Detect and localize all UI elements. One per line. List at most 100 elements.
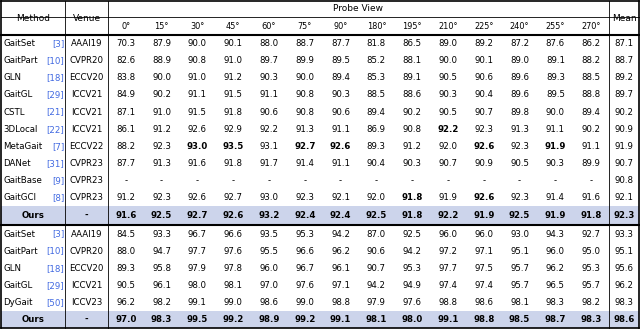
Text: 91.4: 91.4 [546,193,565,202]
Text: 90.7: 90.7 [438,159,458,168]
Text: 90.7: 90.7 [474,108,493,116]
Text: 92.3: 92.3 [613,211,635,220]
Text: 89.6: 89.6 [510,90,529,99]
Text: 91.3: 91.3 [510,125,529,134]
Text: 92.7: 92.7 [187,211,208,220]
Text: DyGait: DyGait [3,298,33,307]
Text: 90.1: 90.1 [474,56,493,65]
Text: 89.7: 89.7 [259,56,278,65]
Text: 87.7: 87.7 [116,159,135,168]
Text: 91.9: 91.9 [614,142,634,151]
Text: 90.8: 90.8 [403,125,422,134]
Text: 87.6: 87.6 [546,39,565,48]
Text: 45°: 45° [226,21,241,31]
Text: 91.1: 91.1 [582,142,601,151]
Text: 90.6: 90.6 [331,108,350,116]
Text: 91.0: 91.0 [152,108,171,116]
Text: Ours: Ours [22,211,45,220]
Text: 90.3: 90.3 [403,159,422,168]
Text: 98.2: 98.2 [152,298,171,307]
Text: 92.6: 92.6 [473,142,495,151]
Text: 255°: 255° [546,21,565,31]
Text: -: - [375,176,378,185]
Text: GaitSet: GaitSet [3,230,35,239]
Text: Mean: Mean [612,13,636,23]
Text: 92.6: 92.6 [188,193,207,202]
Text: 98.0: 98.0 [188,281,207,290]
Text: 97.7: 97.7 [188,247,207,256]
Text: 270°: 270° [582,21,601,31]
Text: 90.1: 90.1 [223,39,243,48]
Text: 89.3: 89.3 [546,73,565,82]
Text: 85.2: 85.2 [367,56,386,65]
Text: 95.1: 95.1 [510,247,529,256]
Text: 90.6: 90.6 [367,247,386,256]
Text: 30°: 30° [190,21,205,31]
Text: 96.7: 96.7 [295,264,314,273]
Text: 97.4: 97.4 [438,281,458,290]
Text: 90.0: 90.0 [188,39,207,48]
Text: 97.6: 97.6 [295,281,314,290]
Text: 60°: 60° [262,21,276,31]
Text: [21]: [21] [46,108,64,116]
Text: 90.8: 90.8 [188,56,207,65]
Text: -: - [84,315,88,324]
Text: 98.9: 98.9 [259,315,280,324]
Text: 81.8: 81.8 [367,39,386,48]
Text: [29]: [29] [47,281,64,290]
Text: GaitGCI: GaitGCI [3,193,36,202]
Text: 91.8: 91.8 [401,211,423,220]
Text: 91.5: 91.5 [188,108,207,116]
Text: GaitGL: GaitGL [3,90,32,99]
Text: 91.1: 91.1 [331,159,350,168]
Text: 94.2: 94.2 [403,247,422,256]
Text: 91.2: 91.2 [223,73,243,82]
Text: 91.1: 91.1 [546,125,565,134]
Text: 88.1: 88.1 [403,56,422,65]
Text: 89.1: 89.1 [403,73,422,82]
Text: 96.0: 96.0 [474,230,493,239]
Text: 88.0: 88.0 [259,39,278,48]
Text: 88.5: 88.5 [582,73,601,82]
Text: [29]: [29] [47,90,64,99]
Text: -: - [589,176,593,185]
Text: 91.8: 91.8 [401,193,423,202]
Text: CVPR20: CVPR20 [70,247,104,256]
Text: 97.5: 97.5 [474,264,493,273]
Text: GaitSet: GaitSet [3,39,35,48]
Text: 96.2: 96.2 [116,298,135,307]
Text: 90.9: 90.9 [614,125,634,134]
Text: GaitBase: GaitBase [3,176,42,185]
Text: 92.7: 92.7 [294,142,316,151]
Text: 90.3: 90.3 [331,90,350,99]
Text: CVPR23: CVPR23 [70,193,104,202]
Text: 95.8: 95.8 [152,264,171,273]
Text: ICCV23: ICCV23 [71,298,102,307]
Text: -: - [482,176,485,185]
Text: 83.8: 83.8 [116,73,135,82]
Text: 97.4: 97.4 [474,281,493,290]
Text: 92.3: 92.3 [510,142,529,151]
Text: 96.2: 96.2 [546,264,565,273]
Text: 88.5: 88.5 [367,90,386,99]
Text: 90.8: 90.8 [295,90,314,99]
Text: AAAI19: AAAI19 [71,39,102,48]
Text: 95.1: 95.1 [614,247,634,256]
Text: 89.9: 89.9 [295,56,314,65]
Text: 93.0: 93.0 [510,230,529,239]
Text: -: - [124,176,127,185]
Text: 95.7: 95.7 [510,281,529,290]
Text: -: - [232,176,235,185]
Text: 88.7: 88.7 [295,39,314,48]
Text: 90.0: 90.0 [438,56,458,65]
Text: 97.1: 97.1 [331,281,350,290]
Text: 89.8: 89.8 [510,108,529,116]
Text: 91.2: 91.2 [403,142,422,151]
Text: 92.5: 92.5 [365,211,387,220]
Text: 89.9: 89.9 [582,159,600,168]
Text: 92.3: 92.3 [295,193,314,202]
Text: 86.9: 86.9 [367,125,386,134]
Text: 91.6: 91.6 [115,211,136,220]
Text: -: - [268,176,271,185]
Text: 90.2: 90.2 [582,125,601,134]
